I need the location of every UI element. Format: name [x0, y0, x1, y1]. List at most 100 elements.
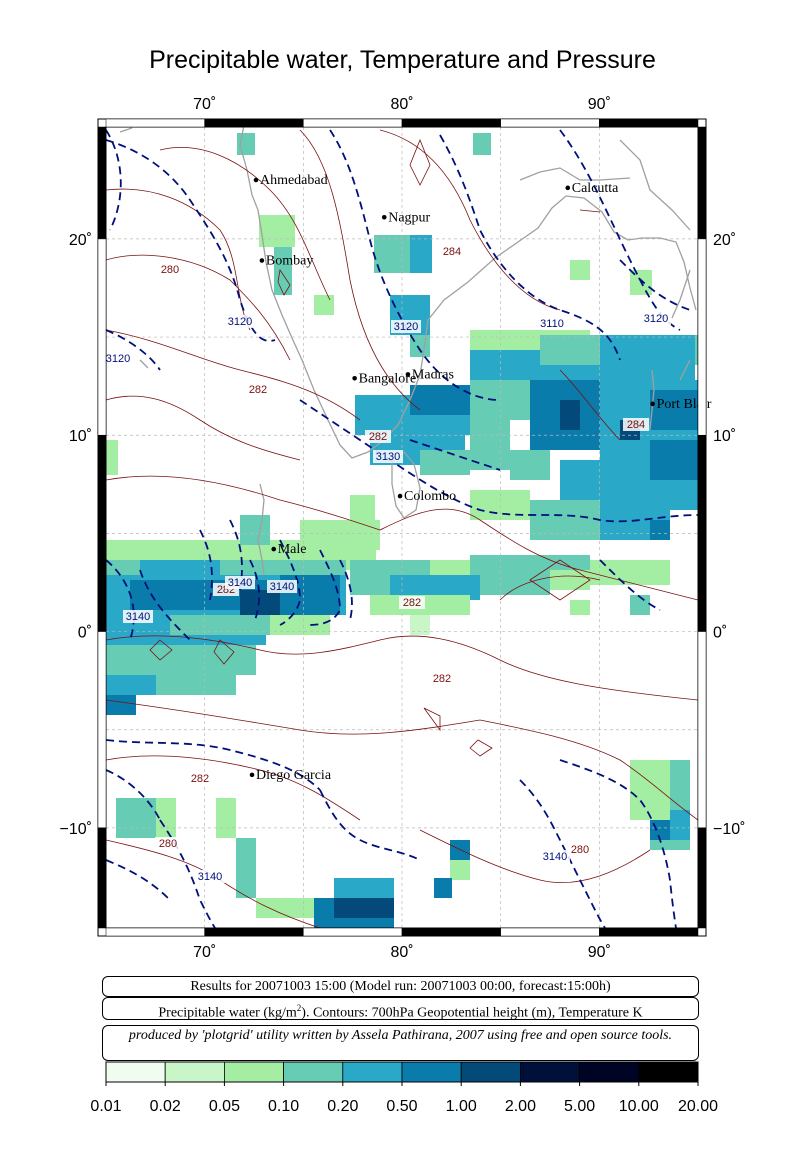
- frame-band-right: [697, 238, 707, 436]
- temperature-contour-line: [379, 508, 699, 601]
- temperature-contour-line: [105, 395, 301, 461]
- precip-cell: [630, 760, 670, 820]
- coastline: [119, 124, 697, 576]
- precip-cell: [650, 440, 698, 480]
- height-contour-line: [105, 769, 161, 821]
- height-contour-line: [249, 559, 261, 621]
- height-label: 3120: [644, 313, 668, 325]
- city-label: Male: [278, 542, 307, 557]
- precip-cell: [334, 878, 394, 898]
- precip-cell: [570, 260, 590, 280]
- lat-tick-left: 0˚: [78, 625, 92, 642]
- city-dot: [249, 772, 255, 778]
- lat-tick-right: 10˚: [713, 428, 736, 445]
- frame-band-top: [204, 118, 304, 128]
- contour-label-bg: [245, 383, 271, 396]
- precip-cell: [510, 450, 550, 480]
- contour-label-bg: [365, 430, 391, 443]
- coastline-segment: [519, 167, 631, 181]
- frame-band-left: [97, 631, 107, 829]
- height-contour-line: [105, 139, 276, 342]
- frame-band-bottom: [500, 927, 600, 937]
- precip-cell: [106, 675, 156, 695]
- temperature-label: 282: [249, 384, 267, 396]
- precip-cell: [570, 600, 590, 615]
- temperature-contour-line: [479, 719, 699, 821]
- frame-band-top: [105, 118, 205, 128]
- precip-cell: [170, 615, 270, 635]
- lat-tick-left: −10˚: [60, 821, 92, 838]
- precip-cell: [550, 570, 590, 590]
- frame-band-right: [697, 631, 707, 829]
- precip-cell: [670, 810, 690, 840]
- colorbar-label: 0.05: [209, 1098, 240, 1115]
- city-label: Diego Garcia: [256, 768, 332, 783]
- height-contour-line: [339, 559, 353, 621]
- lon-tick-top: 90˚: [588, 96, 611, 113]
- city-dot: [352, 375, 357, 381]
- lon-tick-bottom: 80˚: [390, 944, 413, 961]
- map-frame: [97, 118, 707, 937]
- city-label: Bangalore: [359, 371, 417, 386]
- precip-cell: [350, 575, 390, 595]
- frame-band-bottom: [303, 927, 403, 937]
- temperature-contour-line: [149, 639, 173, 661]
- height-label: 3140: [228, 577, 252, 589]
- city-dot: [397, 493, 403, 499]
- colorbar-label: 20.00: [678, 1098, 718, 1115]
- coastline-segment: [649, 369, 655, 431]
- temperature-label: 280: [571, 844, 589, 856]
- height-label: 3120: [106, 353, 130, 365]
- frame-band-left: [97, 126, 107, 240]
- colorbar-label: 0.10: [268, 1098, 299, 1115]
- city-label: Madras: [412, 367, 454, 382]
- height-contour-line: [309, 549, 341, 626]
- frame-band-right: [697, 126, 707, 240]
- precip-cell: [270, 615, 330, 635]
- height-label: 3140: [270, 581, 294, 593]
- lon-tick-top: 80˚: [390, 96, 413, 113]
- lat-tick-left: 10˚: [69, 428, 92, 445]
- coastline-segment: [119, 127, 133, 133]
- colorbar-label: 2.00: [505, 1098, 536, 1115]
- contour-label-bg: [439, 245, 465, 258]
- city-label: Colombo: [404, 489, 456, 504]
- graticule: [106, 127, 698, 928]
- height-contour-line: [105, 129, 122, 231]
- legend-superscript: 2: [296, 1003, 302, 1013]
- precip-cell: [240, 515, 270, 545]
- precipitable-water-layer: [106, 133, 700, 928]
- lat-tick-right: 0˚: [713, 625, 727, 642]
- precip-cell: [236, 838, 256, 898]
- height-contour-line: [105, 739, 321, 791]
- colorbar-label: 10.00: [619, 1098, 659, 1115]
- precip-cell: [106, 440, 118, 475]
- coastline-segment: [139, 359, 149, 369]
- contour-label-bg: [103, 352, 133, 365]
- contour-labels: 2802822822842842822822822802822803120312…: [103, 245, 671, 883]
- height-contour-line: [559, 759, 677, 929]
- height-contour-line: [319, 789, 421, 861]
- height-label: 3140: [126, 611, 150, 623]
- colorbar: 0.01 0.02 0.05 0.10 0.20 0.50 1.00 2.00 5.00 10.0…: [90, 1061, 718, 1115]
- temperature-contour-line: [105, 475, 381, 531]
- height-contour-line: [105, 329, 161, 371]
- precip-cell: [473, 133, 491, 155]
- precip-cell: [560, 460, 600, 500]
- precip-cell: [410, 235, 432, 273]
- height-label: 3120: [228, 316, 252, 328]
- city-dot: [650, 401, 655, 407]
- precip-cell: [106, 645, 256, 675]
- colorbar-label: 0.02: [150, 1098, 181, 1115]
- axis-labels: 70˚ 70˚ 80˚ 80˚ 90˚ 90˚ 20˚ 20˚ 10˚ 10˚ 0˚ 0˚ −10˚ −1…: [60, 96, 746, 961]
- colorbar-swatch: [460, 1061, 521, 1083]
- temperature-contour-line: [105, 755, 361, 821]
- temperature-contour-line: [105, 635, 699, 701]
- precip-cell: [590, 560, 670, 585]
- temperature-contour-line: [499, 575, 601, 601]
- colorbar-label: 1.00: [446, 1098, 477, 1115]
- height-label: 3140: [198, 871, 222, 883]
- temperature-label: 282: [191, 773, 209, 785]
- results-caption: Results for 20071003 15:00 (Model run: 2…: [102, 976, 699, 997]
- temperature-contour-line: [105, 329, 361, 421]
